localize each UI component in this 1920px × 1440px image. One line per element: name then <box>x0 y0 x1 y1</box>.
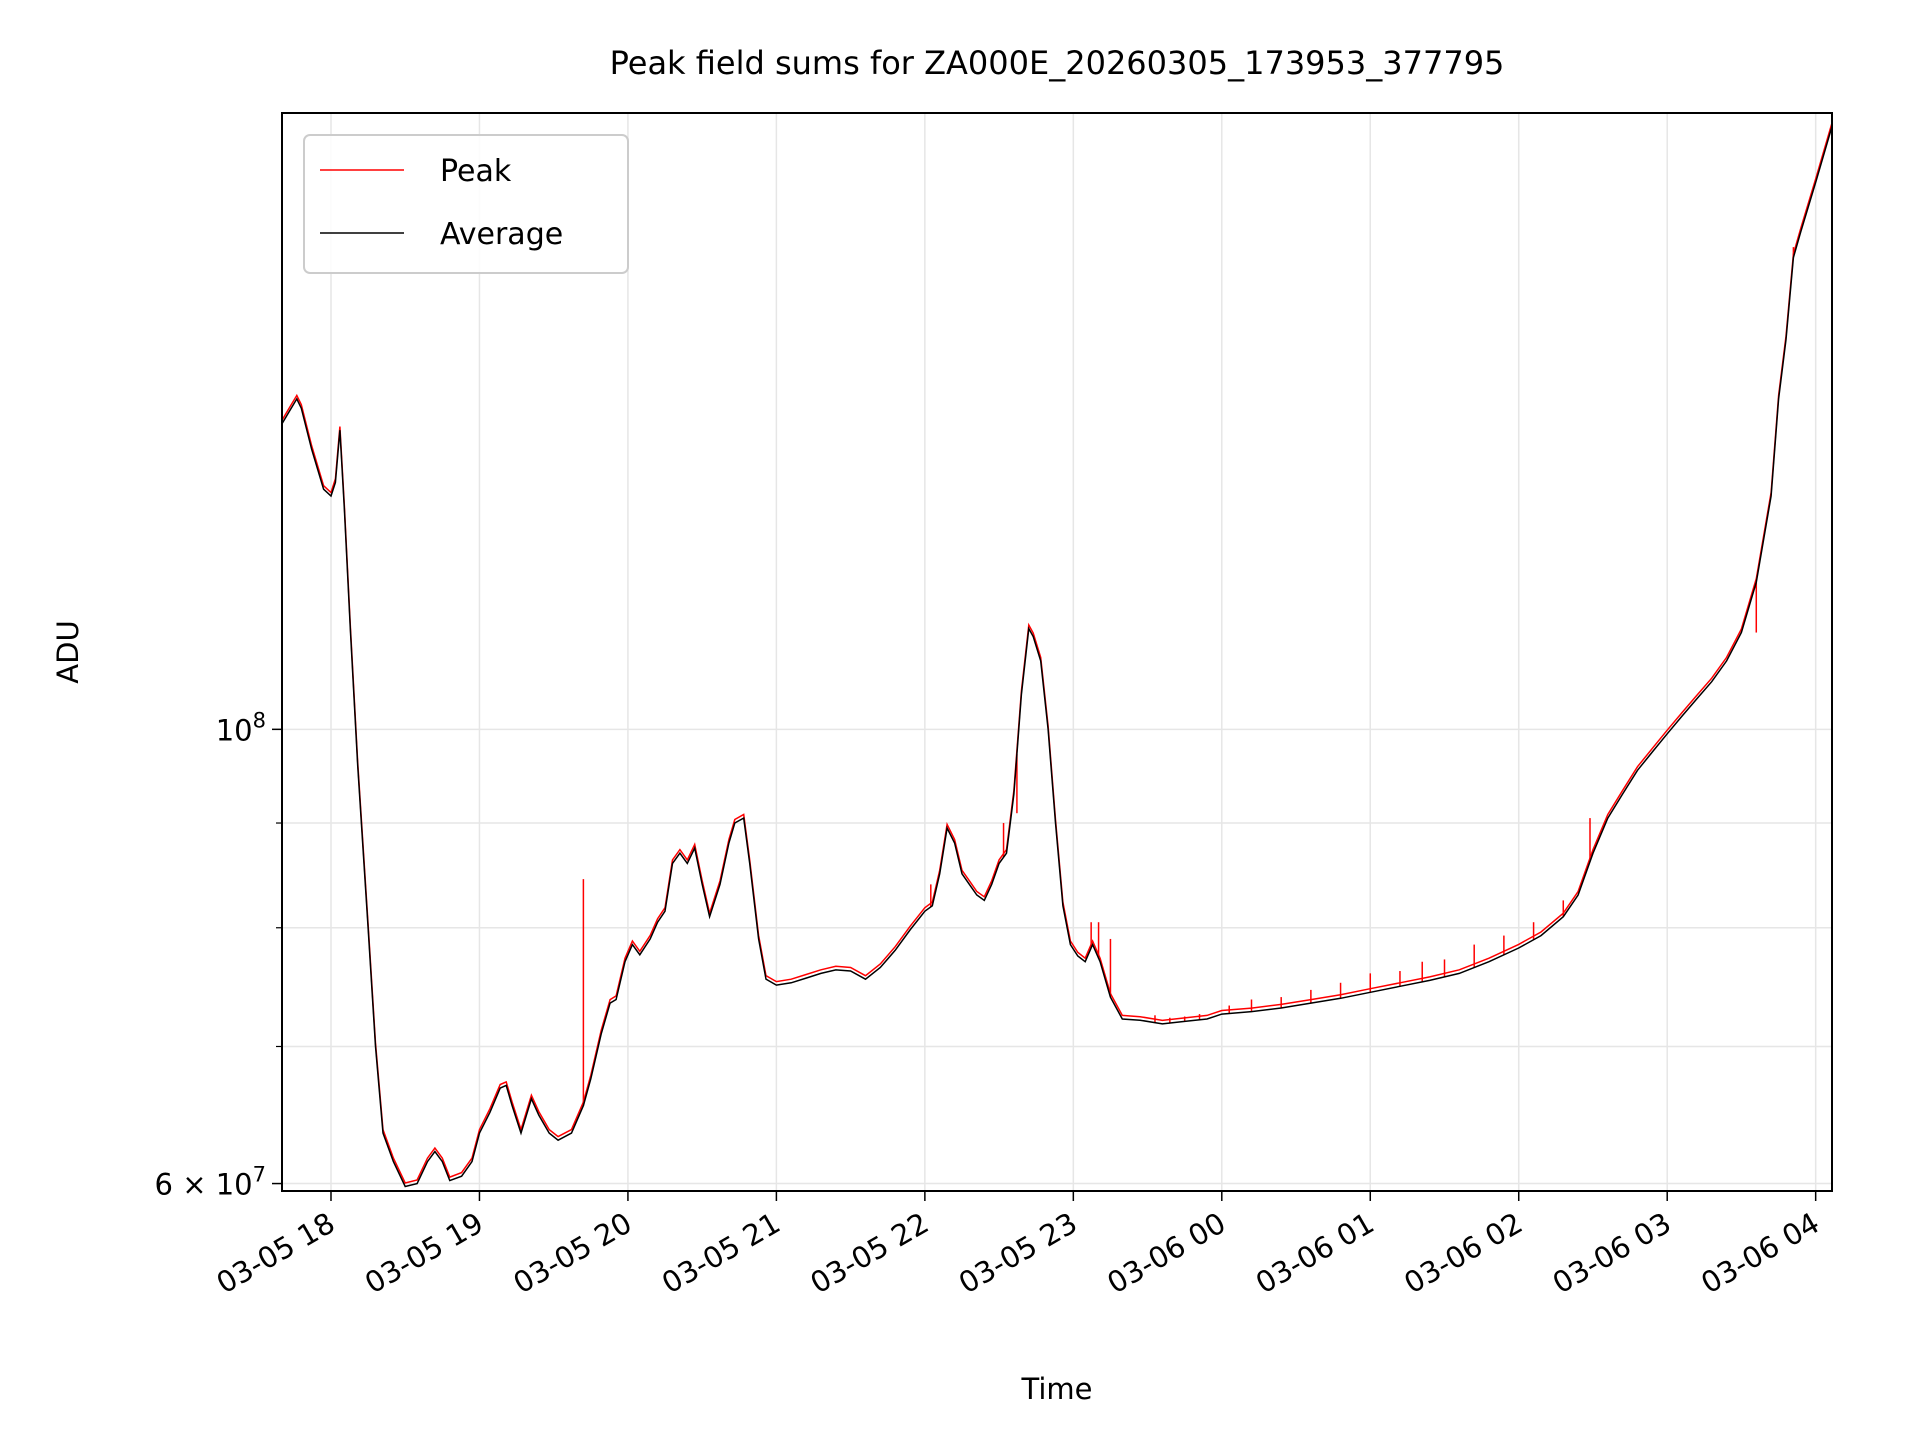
plot-frame <box>281 112 1833 1192</box>
peak-series-line <box>281 122 1833 1184</box>
x-axis-label: Time <box>1021 1372 1093 1406</box>
series-layer <box>281 122 1833 1188</box>
y-tick-label: 6 × 107 <box>155 1163 266 1202</box>
legend-peak-label: Peak <box>440 154 512 189</box>
y-axis-label: ADU <box>51 620 85 683</box>
legend-average-label: Average <box>440 217 563 252</box>
plot-area <box>282 113 1832 1191</box>
chart-title: Peak field sums for ZA000E_20260305_1739… <box>610 44 1505 82</box>
average-series-line <box>281 126 1833 1188</box>
grid-lines <box>282 113 1832 1191</box>
y-tick-label: 108 <box>216 708 266 747</box>
legend: Peak Average <box>303 134 629 274</box>
